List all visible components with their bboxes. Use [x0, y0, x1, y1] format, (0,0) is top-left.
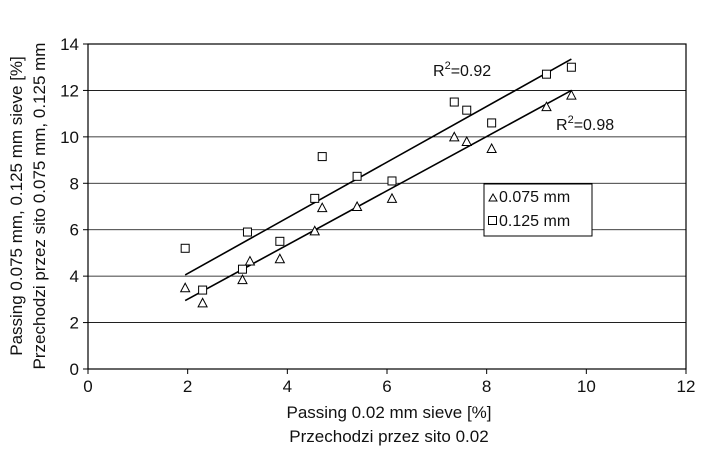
point-0125	[566, 62, 576, 72]
plot-frame	[87, 43, 687, 370]
data-points	[179, 62, 577, 308]
x-axis-title: Passing 0.02 mm sieve [%]	[286, 403, 491, 422]
y-axis-title: Passing 0.075 mm, 0.125 mm sieve [%]	[7, 56, 26, 356]
legend-square-icon	[488, 216, 497, 225]
point-0075	[197, 297, 208, 308]
point-0075	[386, 192, 398, 203]
point-0125	[449, 97, 459, 107]
legend-box	[483, 183, 593, 237]
point-0075	[309, 225, 321, 236]
x-tick-label: 10	[577, 377, 596, 396]
point-0125	[352, 171, 362, 181]
x-axis-title-secondary: Przechodzi przez sito 0.02	[289, 427, 488, 446]
point-0075	[448, 131, 460, 142]
point-0125	[462, 105, 472, 115]
point-0075	[244, 255, 256, 266]
point-0125	[541, 69, 551, 79]
point-0075	[566, 89, 577, 100]
point-0125	[180, 243, 190, 253]
point-0125	[237, 264, 247, 274]
x-tick-label: 8	[482, 377, 491, 396]
y-tick-label: 0	[70, 360, 79, 379]
y-tick-label: 14	[60, 35, 79, 54]
trend-line-0125	[184, 58, 572, 276]
y-tick-label: 6	[70, 221, 79, 240]
x-tick-label: 12	[677, 377, 696, 396]
y-tick-label: 8	[70, 174, 79, 193]
point-0075	[541, 101, 552, 112]
legend-triangle-icon	[488, 192, 498, 202]
point-0075	[237, 274, 248, 285]
legend-label-0075: 0.075 mm	[499, 189, 570, 206]
point-0075	[316, 202, 328, 213]
y-tick-label: 12	[60, 81, 79, 100]
r2-label-0125: R2=0.92	[433, 60, 491, 80]
legend: 0.075 mm 0.125 mm	[483, 183, 593, 237]
axis-ticks: 0 2 4 6 8 10 12 14 0 2 4 6 8 10 12	[60, 35, 695, 396]
point-0075	[486, 142, 497, 153]
x-tick-label: 6	[382, 377, 391, 396]
point-0125	[310, 193, 320, 203]
x-tick-label: 0	[83, 377, 92, 396]
legend-label-0125: 0.125 mm	[499, 213, 570, 230]
point-0075	[274, 253, 286, 264]
y-tick-label: 10	[60, 128, 79, 147]
point-0075	[351, 200, 363, 211]
trend-lines	[184, 58, 572, 302]
y-tick-label: 4	[70, 267, 79, 286]
point-0125	[317, 152, 327, 162]
point-0125	[275, 236, 285, 246]
point-0125	[198, 285, 208, 295]
point-0075	[179, 282, 191, 293]
point-0075	[461, 135, 473, 146]
x-tick-label: 4	[283, 377, 292, 396]
point-0125	[487, 118, 497, 128]
point-0125	[387, 176, 397, 186]
x-tick-label: 2	[183, 377, 192, 396]
r2-label-0075: R2=0.98	[556, 114, 614, 134]
y-tick-label: 2	[70, 314, 79, 333]
y-axis-title-secondary: Przechodzi przez sito 0.075 mm, 0.125 mm	[30, 43, 49, 370]
point-0125	[242, 227, 252, 237]
grid-lines	[88, 90, 686, 323]
